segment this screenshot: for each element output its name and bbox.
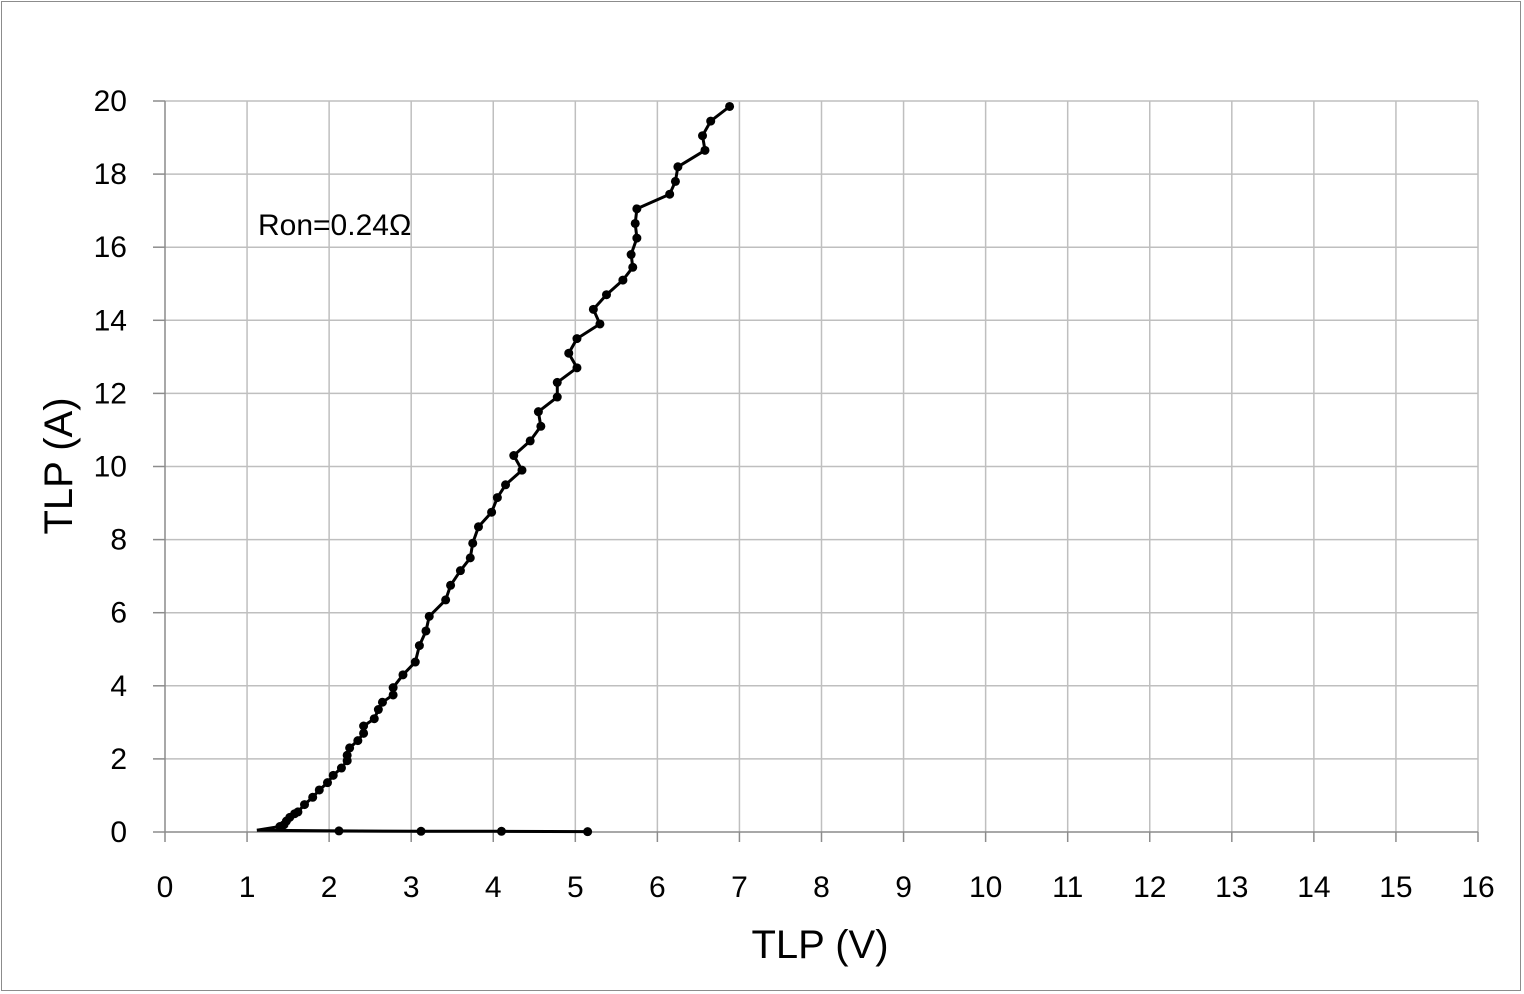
data-point: [665, 189, 675, 199]
y-tick-label: 14: [94, 304, 127, 337]
data-point: [595, 319, 605, 329]
data-point: [630, 218, 640, 228]
data-point: [552, 377, 562, 387]
data-point: [552, 392, 562, 402]
y-tick-labels: 0 2 4 6 8 10 12 14 16 18 20: [94, 85, 127, 849]
x-tick-label: 8: [813, 871, 830, 904]
data-point: [501, 480, 511, 490]
data-point: [588, 304, 598, 314]
x-axis-title: TLP (V): [751, 923, 888, 967]
data-point: [626, 250, 636, 260]
data-point: [421, 626, 431, 636]
data-point: [441, 595, 451, 605]
data-point: [533, 407, 543, 417]
data-point: [725, 101, 735, 111]
y-tick-label: 6: [110, 597, 127, 630]
data-point: [572, 334, 582, 344]
x-tick-label: 10: [969, 871, 1002, 904]
data-point: [300, 800, 310, 810]
x-tick-label: 16: [1461, 871, 1494, 904]
data-point: [517, 465, 527, 475]
x-tick-label: 3: [403, 871, 420, 904]
y-tick-label: 10: [94, 451, 127, 484]
x-tick-label: 6: [649, 871, 666, 904]
data-point: [322, 778, 332, 788]
y-axis-title: TLP (A): [37, 397, 81, 534]
data-point: [673, 162, 683, 172]
data-point: [334, 826, 344, 836]
data-point: [487, 507, 497, 517]
data-point: [509, 451, 519, 461]
data-point: [398, 670, 408, 680]
x-tick-label: 0: [157, 871, 174, 904]
x-tick-label: 7: [731, 871, 748, 904]
data-point: [670, 176, 680, 186]
data-point: [628, 262, 638, 272]
annotation-ron: Ron=0.24Ω: [258, 209, 411, 242]
data-point: [583, 827, 593, 837]
y-tick-label: 12: [94, 377, 127, 410]
data-point: [601, 290, 611, 300]
y-tick-label: 8: [110, 524, 127, 557]
series-points: [275, 101, 735, 837]
data-point: [293, 807, 303, 817]
data-point: [700, 145, 710, 155]
data-point: [342, 750, 352, 760]
data-point: [414, 641, 424, 651]
series-line-curve: [256, 105, 731, 832]
y-tick-label: 0: [110, 816, 127, 849]
data-point: [455, 566, 465, 576]
x-tick-label: 2: [321, 871, 338, 904]
data-point: [492, 493, 502, 503]
data-point: [388, 683, 398, 693]
data-point: [308, 792, 318, 802]
x-tick-label: 4: [485, 871, 502, 904]
x-tick-label: 14: [1297, 871, 1330, 904]
y-tick-label: 4: [110, 670, 127, 703]
data-point: [525, 436, 535, 446]
y-tick-label: 2: [110, 743, 127, 776]
y-tick-label: 20: [94, 85, 127, 118]
data-point: [388, 690, 398, 700]
data-point: [632, 204, 642, 214]
data-point: [314, 785, 324, 795]
data-point: [373, 705, 383, 715]
y-tick-label: 16: [94, 231, 127, 264]
data-point: [706, 116, 716, 126]
data-point: [336, 763, 346, 773]
x-tick-label: 5: [567, 871, 584, 904]
data-point: [369, 714, 379, 724]
data-point: [468, 538, 478, 548]
y-tick-label: 18: [94, 158, 127, 191]
data-point: [618, 275, 628, 285]
data-point: [632, 233, 642, 243]
data-point: [572, 363, 582, 373]
data-point: [496, 826, 506, 836]
x-tick-label: 13: [1215, 871, 1248, 904]
data-point: [698, 131, 708, 141]
data-point: [465, 553, 475, 563]
data-point: [328, 770, 338, 780]
data-point: [353, 736, 363, 746]
x-tick-label: 15: [1379, 871, 1412, 904]
data-point: [410, 657, 420, 667]
data-point: [359, 728, 369, 738]
data-point: [359, 721, 369, 731]
x-tick-label: 9: [895, 871, 912, 904]
x-tick-label: 11: [1052, 871, 1083, 904]
data-point: [424, 611, 434, 621]
data-point: [416, 826, 426, 836]
x-tick-label: 1: [239, 871, 256, 904]
x-tick-label: 12: [1133, 871, 1166, 904]
data-point: [473, 522, 483, 532]
data-point: [536, 421, 546, 431]
data-point: [377, 697, 387, 707]
x-tick-labels: 0 1 2 3 4 5 6 7 8 9 10 11 12 13 14 15 16: [157, 871, 1495, 904]
data-point: [345, 743, 355, 753]
data-point: [564, 348, 574, 358]
grid: [165, 100, 1479, 832]
data-point: [446, 580, 456, 590]
